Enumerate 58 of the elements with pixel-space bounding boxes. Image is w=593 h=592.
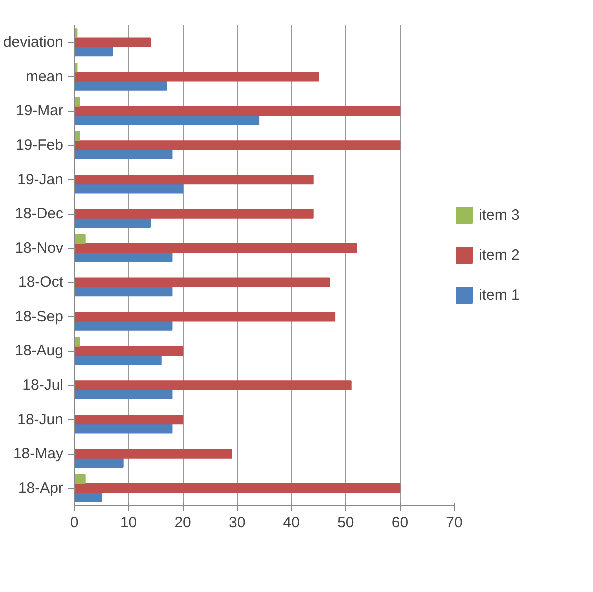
bar — [74, 321, 173, 331]
bar — [74, 72, 320, 82]
bar — [74, 234, 86, 244]
x-tick-label: 10 — [120, 514, 138, 532]
bar — [74, 337, 80, 347]
y-tick-label: 18-Oct — [18, 274, 64, 292]
x-tick-label: 40 — [283, 514, 300, 532]
bar — [74, 38, 151, 48]
y-tick-label: 18-Sep — [15, 308, 64, 326]
bar — [74, 484, 401, 494]
bar — [74, 184, 184, 194]
bar — [74, 346, 184, 356]
y-tick-label: mean — [26, 68, 64, 86]
x-tick-label: 60 — [392, 514, 409, 532]
bar — [74, 278, 330, 288]
bar — [74, 380, 352, 390]
y-tick-label: 19-Jan — [18, 171, 64, 188]
bar — [74, 116, 260, 126]
x-tick-label: 50 — [338, 514, 354, 532]
bar — [74, 356, 162, 366]
bar — [74, 46, 113, 57]
x-tick-label: 70 — [446, 514, 463, 532]
x-tick-label: 30 — [229, 514, 246, 532]
bar — [74, 174, 314, 185]
bar — [74, 140, 401, 150]
bar — [74, 492, 102, 502]
x-tick-label: 20 — [174, 514, 192, 532]
bar — [74, 218, 151, 228]
y-tick-label: 18-Jun — [18, 411, 64, 428]
y-tick-label: 19-Feb — [16, 137, 64, 154]
y-tick-label: 18-Nov — [15, 240, 64, 257]
bar — [74, 209, 314, 219]
legend-label: item 2 — [479, 246, 520, 264]
x-tick-label: 0 — [70, 514, 79, 532]
bar — [74, 312, 336, 322]
y-tick-label: 18-Aug — [15, 342, 64, 360]
bar — [74, 449, 232, 459]
bar — [74, 286, 173, 297]
y-tick-label: 18-Dec — [15, 206, 64, 223]
legend-label: item 1 — [479, 286, 520, 304]
bar — [74, 424, 173, 434]
bar — [74, 414, 184, 425]
bar — [74, 458, 124, 468]
y-tick-label: 18-May — [13, 446, 64, 463]
bar — [74, 244, 358, 254]
bar — [74, 132, 80, 142]
bar — [74, 390, 173, 400]
y-tick-label: 18-Jul — [22, 377, 64, 394]
y-tick-label: deviation — [3, 34, 64, 52]
bar — [74, 252, 173, 262]
bar — [74, 106, 401, 116]
y-tick-label: 19-Mar — [16, 102, 64, 120]
legend-label: item 3 — [479, 206, 520, 224]
bar — [74, 150, 173, 160]
bar — [74, 474, 86, 484]
bar — [74, 81, 168, 91]
y-tick-label: 18-Apr — [18, 480, 64, 497]
bar — [74, 97, 80, 107]
